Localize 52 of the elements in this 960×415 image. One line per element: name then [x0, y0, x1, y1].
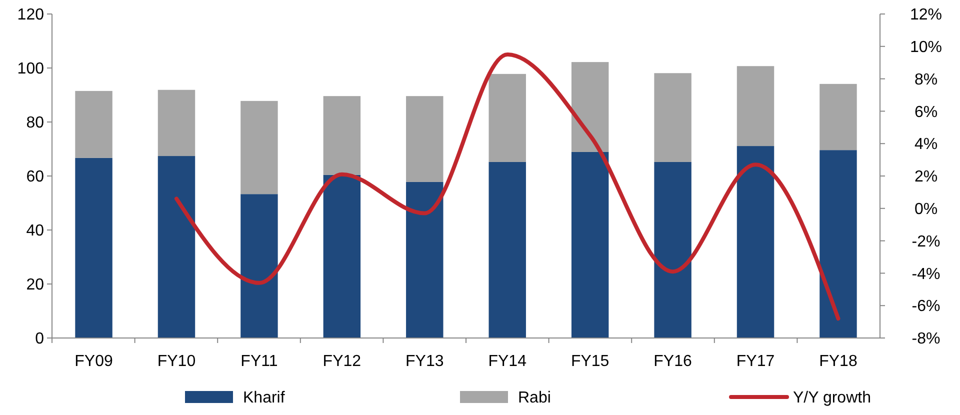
bar	[571, 62, 609, 152]
y-tick-label: 100	[17, 60, 44, 78]
y-tick-label: 0	[35, 330, 44, 348]
bar	[158, 156, 196, 338]
x-tick-label: FY17	[736, 353, 775, 370]
bar	[240, 194, 278, 338]
y2-tick-label: -6%	[912, 298, 940, 316]
bar	[820, 150, 857, 338]
bar	[75, 90, 112, 158]
bar	[571, 152, 609, 338]
bar	[75, 158, 112, 338]
x-tick-label: FY16	[654, 353, 692, 370]
line-series	[174, 52, 840, 321]
bar	[736, 66, 774, 146]
x-tick-label: FY11	[240, 353, 278, 370]
y2-tick-label: -4%	[912, 266, 940, 283]
x-tick-label: FY09	[74, 353, 113, 370]
y2-tick-label: 8%	[914, 71, 938, 88]
y2-tick-label: 6%	[914, 104, 938, 121]
x-tick-label: FY12	[322, 353, 362, 370]
bar	[736, 146, 774, 338]
y2-tick-label: 0%	[914, 201, 938, 218]
bar	[240, 100, 278, 194]
bar	[654, 162, 692, 338]
y2-tick-label: -2%	[912, 233, 940, 250]
legend-label: Rabi	[518, 390, 551, 407]
y2-tick-label: 2%	[914, 168, 938, 186]
bar	[323, 174, 361, 338]
y-tick-label: 40	[26, 222, 44, 240]
y-tick-label: 20	[26, 276, 44, 294]
y2-tick-label: 4%	[914, 136, 938, 154]
y2-tick-label: 12%	[910, 6, 942, 24]
x-tick-label: FY10	[157, 353, 196, 370]
legend-label: Kharif	[243, 390, 286, 407]
bar	[323, 96, 361, 175]
bar	[488, 74, 526, 162]
y-tick-label: 80	[26, 114, 44, 132]
bar	[158, 90, 196, 156]
x-tick-label: FY13	[406, 353, 444, 370]
y-tick-label: 120	[17, 6, 44, 24]
y-tick-label: 60	[26, 168, 44, 186]
y2-tick-label: 10%	[910, 39, 942, 56]
bar	[654, 73, 692, 162]
x-tick-label: FY15	[570, 353, 610, 370]
bar	[406, 182, 444, 338]
x-tick-label: FY14	[488, 353, 527, 370]
bar	[406, 96, 444, 182]
y2-tick-label: -8%	[912, 330, 940, 348]
legend-label: Y/Y growth	[793, 390, 871, 407]
bar	[820, 84, 857, 150]
x-tick-label: FY18	[819, 353, 858, 370]
bar	[488, 162, 526, 338]
